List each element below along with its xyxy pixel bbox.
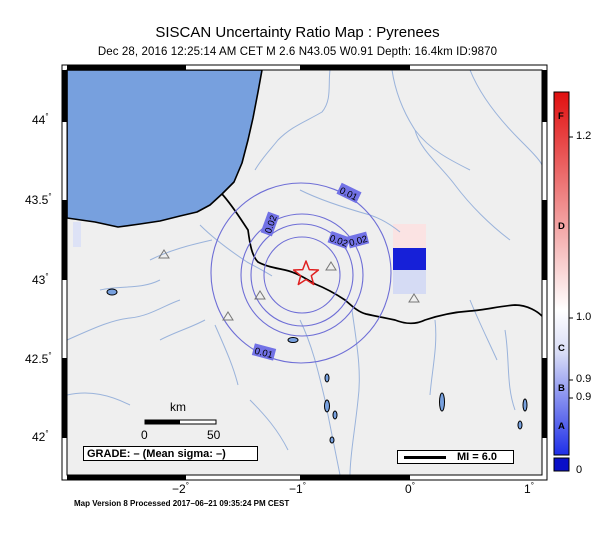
mi-label: MI = 6.0 bbox=[457, 451, 498, 463]
lon-label: 0° bbox=[405, 481, 415, 496]
mi-bar bbox=[404, 456, 446, 459]
colorbar-value: 0 bbox=[576, 464, 583, 476]
scale-unit: km bbox=[170, 400, 186, 414]
colorbar-value: 1.2 bbox=[576, 130, 592, 142]
svg-text:0.01: 0.01 bbox=[253, 346, 274, 361]
ratio-cell bbox=[73, 222, 81, 247]
lat-label: 44° bbox=[32, 112, 49, 127]
epicenter-star-icon bbox=[292, 260, 320, 286]
scale-tick: 0 bbox=[141, 428, 148, 442]
frame-ticks bbox=[62, 65, 547, 480]
ratio-cell bbox=[393, 270, 426, 294]
event-subtitle: Dec 28, 2016 12:25:14 AM CET M 2.6 N43.0… bbox=[97, 46, 498, 58]
scale-bar bbox=[144, 419, 217, 425]
station-triangle-icon bbox=[254, 290, 266, 300]
station-triangle-icon bbox=[408, 293, 420, 303]
rivers bbox=[67, 70, 542, 475]
lon-label: 1° bbox=[524, 481, 534, 496]
grade-letter: C bbox=[558, 343, 565, 354]
grade-letter: F bbox=[558, 111, 564, 122]
colorbar-value: 1.0 bbox=[576, 311, 592, 323]
station-markers bbox=[158, 249, 420, 321]
grade-box: GRADE: – (Mean sigma: –) bbox=[83, 446, 258, 461]
sea-bay-of-biscay bbox=[67, 70, 263, 228]
colorbar bbox=[553, 91, 573, 472]
grade-letter: B bbox=[558, 383, 565, 394]
contour-label: 0.01 bbox=[251, 343, 277, 361]
station-triangle-icon bbox=[158, 249, 170, 259]
ratio-cell bbox=[393, 248, 426, 270]
scale-tick: 50 bbox=[207, 428, 221, 442]
station-triangle-icon bbox=[222, 311, 234, 321]
lon-label: −2° bbox=[172, 481, 189, 496]
lat-label: 43° bbox=[32, 272, 49, 287]
colorbar-value: 0.9 bbox=[576, 373, 592, 385]
footer-text: Map Version 8 Processed 2017–06–21 09:35… bbox=[74, 499, 290, 508]
lon-label: −1° bbox=[289, 481, 306, 496]
contour-label: 0.02 bbox=[346, 231, 370, 249]
lakes bbox=[106, 288, 528, 444]
ratio-cell bbox=[393, 224, 426, 248]
svg-text:0.02: 0.02 bbox=[348, 234, 369, 249]
grade-letter: D bbox=[558, 221, 565, 232]
page-title: SISCAN Uncertainty Ratio Map : Pyrenees bbox=[155, 24, 440, 41]
lat-label: 43.5° bbox=[25, 192, 52, 207]
uncertainty-contours bbox=[210, 182, 392, 364]
france-spain-border bbox=[221, 193, 542, 325]
mi-box: MI = 6.0 bbox=[397, 450, 514, 464]
station-triangle-icon bbox=[325, 261, 337, 271]
grade-letter: A bbox=[558, 421, 565, 432]
lat-label: 42.5° bbox=[25, 351, 52, 366]
lat-label: 42° bbox=[32, 429, 49, 444]
colorbar-value: 0.9 bbox=[576, 391, 592, 403]
